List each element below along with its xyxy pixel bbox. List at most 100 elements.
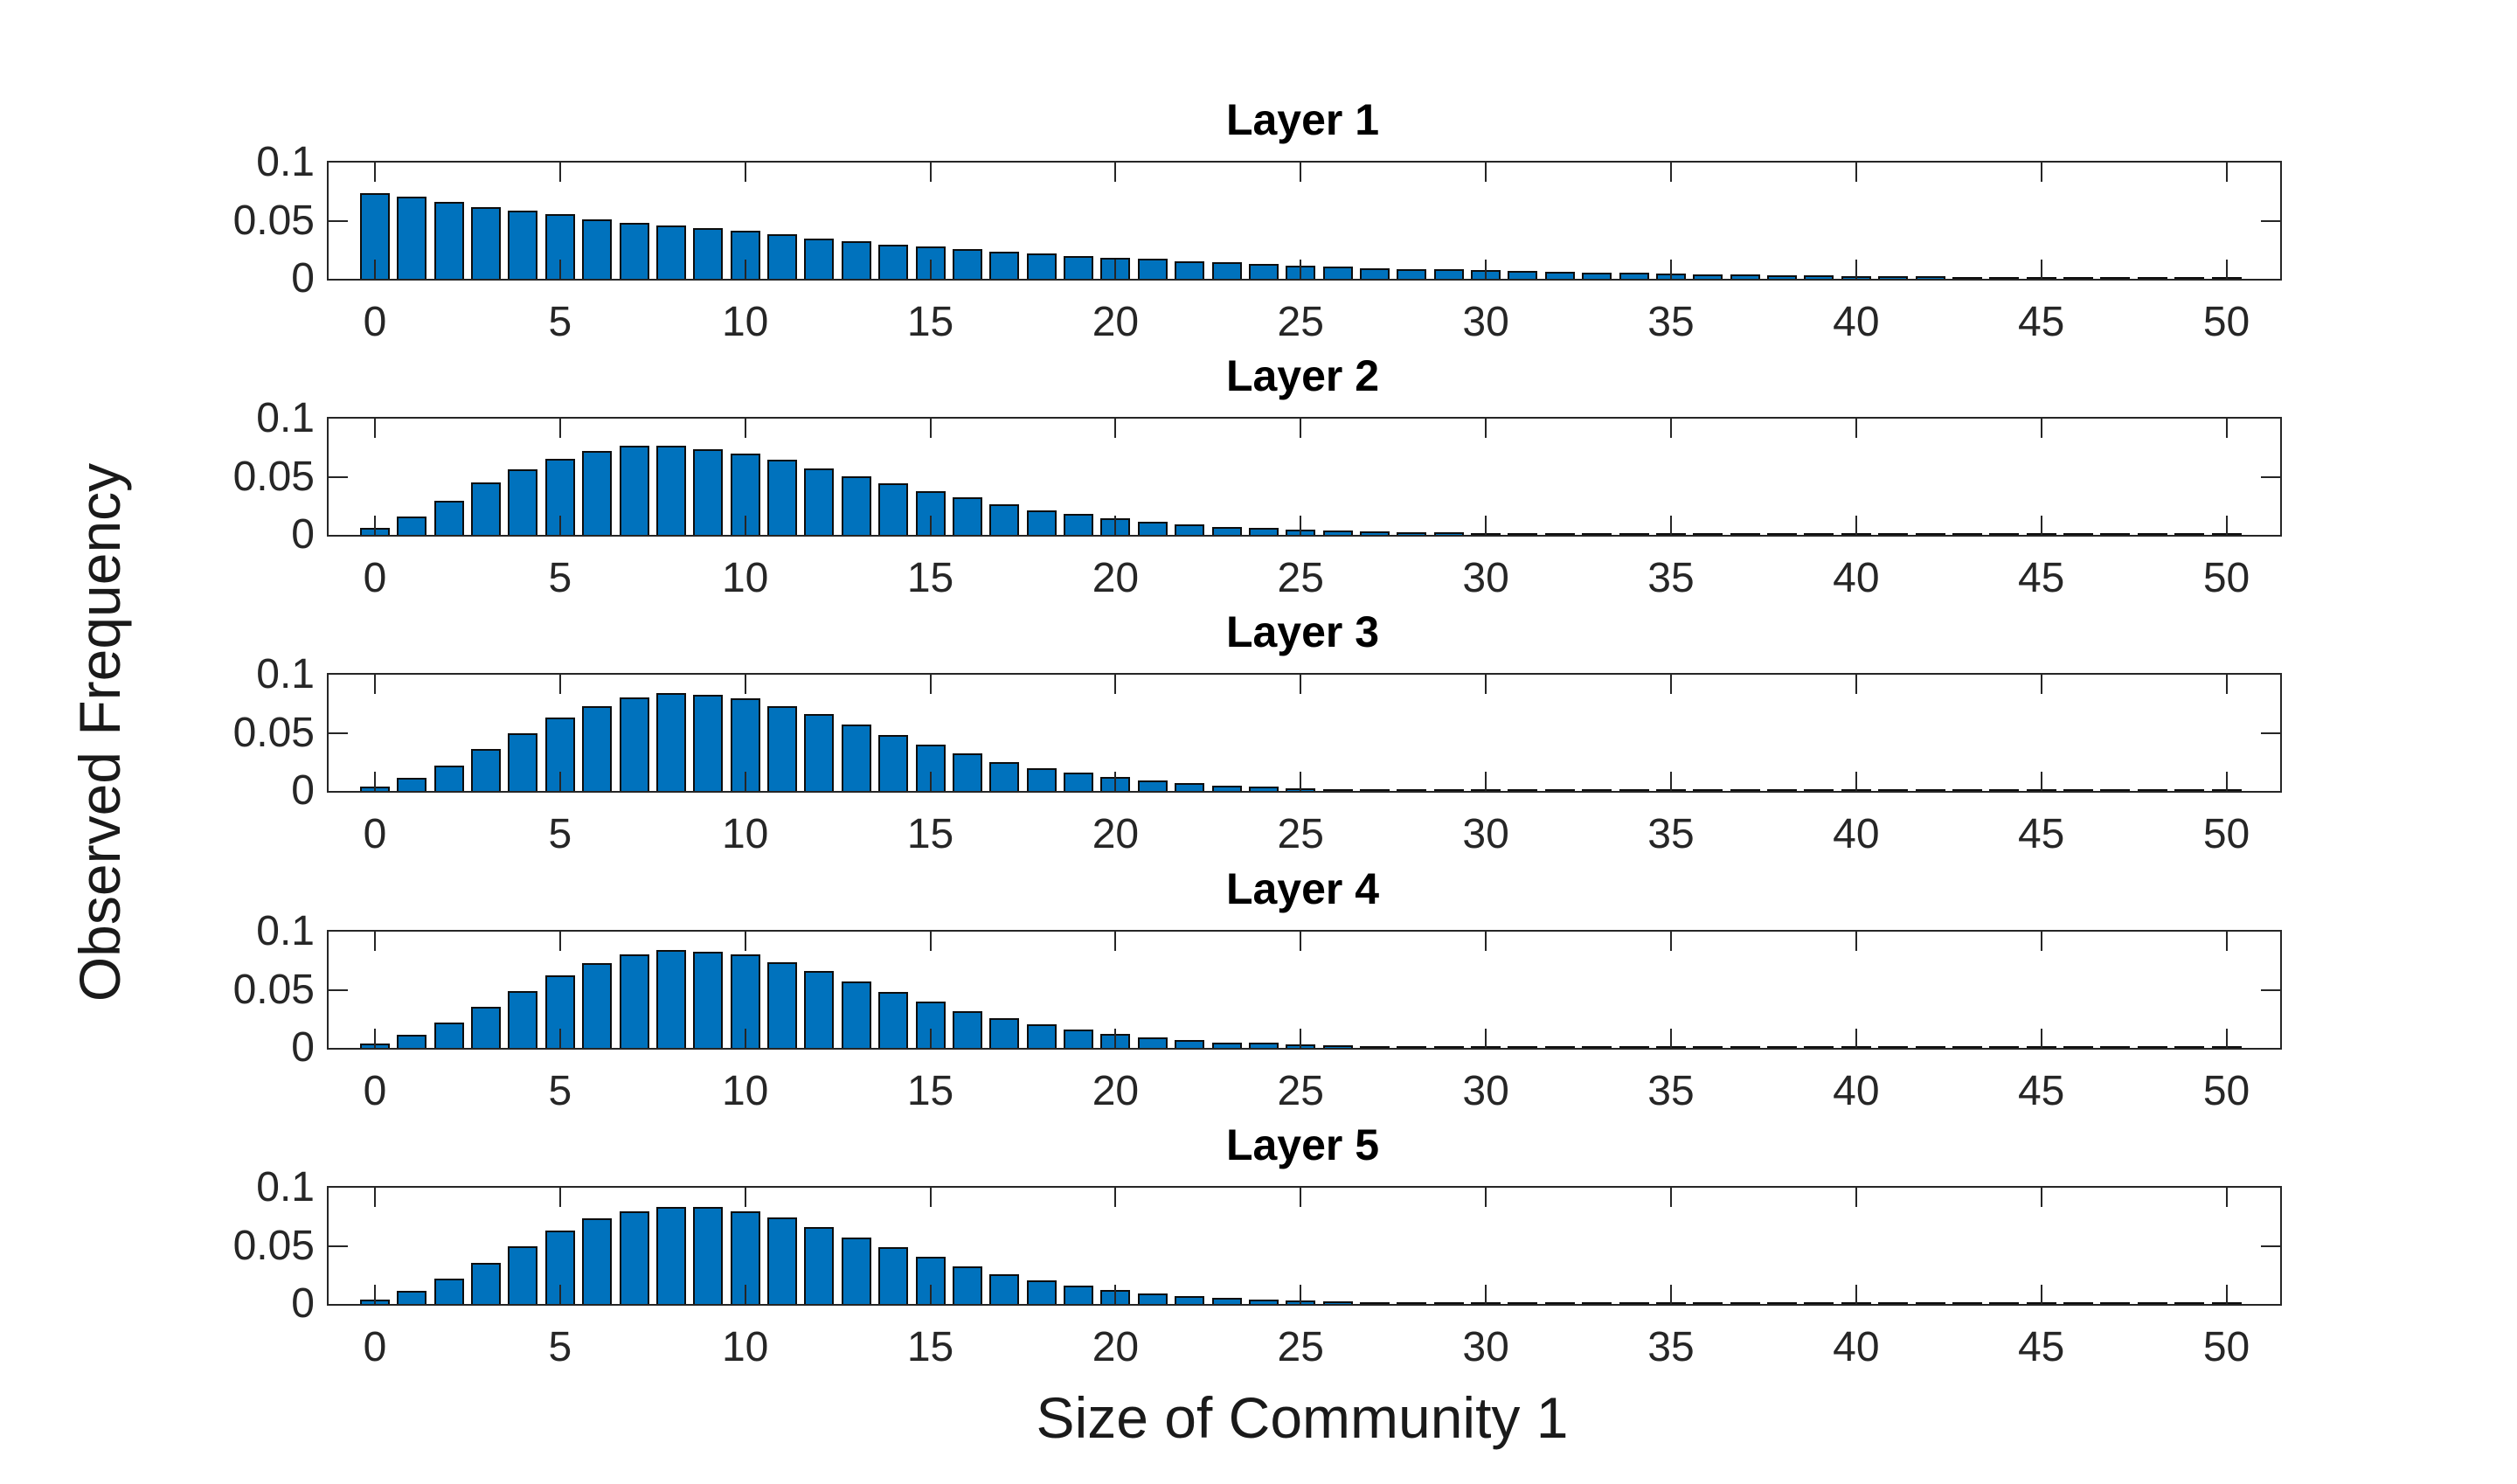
x-tick-mark <box>1855 1285 1857 1304</box>
x-tick-mark-top <box>1669 163 1672 182</box>
x-tick-mark <box>744 260 746 279</box>
x-tick-mark <box>373 516 376 535</box>
bar <box>1693 789 1723 791</box>
bar <box>952 249 982 279</box>
bar <box>952 1266 982 1304</box>
bar <box>1137 780 1168 791</box>
bar <box>1730 1302 1760 1304</box>
x-tick-mark <box>1855 516 1857 535</box>
x-tick-mark <box>1485 1285 1487 1304</box>
bar <box>2100 1046 2131 1048</box>
bar <box>619 697 649 791</box>
y-tick-mark-right <box>2261 732 2280 734</box>
x-tick-mark <box>1485 516 1487 535</box>
plot-area <box>327 417 2282 537</box>
x-tick-mark-top <box>1669 932 1672 951</box>
x-tick-mark-top <box>1300 419 1302 438</box>
bar <box>1433 532 1464 535</box>
plot-area <box>327 930 2282 1050</box>
bar <box>1064 1030 1094 1048</box>
x-tick-mark <box>558 260 561 279</box>
x-tick-mark <box>744 1285 746 1304</box>
x-tick-label: 45 <box>2017 1068 2065 1114</box>
x-tick-mark-top <box>2225 932 2228 951</box>
x-tick-label: 15 <box>906 1324 954 1370</box>
x-tick-mark-top <box>1855 163 1857 182</box>
bar <box>1544 271 1575 279</box>
x-tick-label: 40 <box>1833 555 1880 601</box>
bar <box>1989 789 2020 791</box>
x-tick-mark <box>558 1285 561 1304</box>
x-tick-mark <box>2225 1285 2228 1304</box>
x-tick-mark-top <box>558 163 561 182</box>
bar <box>1544 789 1575 791</box>
bar <box>1989 1302 2020 1304</box>
bar <box>582 1217 613 1304</box>
x-tick-mark-top <box>373 675 376 694</box>
x-tick-mark-top <box>1669 1188 1672 1207</box>
y-tick-label: 0.05 <box>232 197 315 244</box>
bar <box>1804 1302 1834 1304</box>
bar <box>1397 268 1427 279</box>
x-tick-label: 45 <box>2017 299 2065 345</box>
x-tick-mark <box>1855 260 1857 279</box>
bar <box>1508 789 1538 791</box>
x-tick-mark <box>744 516 746 535</box>
bar <box>878 1246 909 1304</box>
bar <box>1730 274 1760 279</box>
bar <box>1878 276 1909 279</box>
x-tick-mark-top <box>373 1188 376 1207</box>
bar <box>1360 267 1390 279</box>
bar <box>1248 787 1279 791</box>
bar <box>693 695 724 791</box>
x-tick-label: 5 <box>548 811 572 857</box>
bar <box>2174 1302 2205 1304</box>
x-tick-mark-top <box>744 932 746 951</box>
x-tick-label: 25 <box>1277 811 1324 857</box>
bar <box>1508 271 1538 279</box>
x-tick-label: 35 <box>1647 811 1695 857</box>
x-tick-label: 25 <box>1277 1068 1324 1114</box>
x-tick-mark <box>1114 260 1117 279</box>
bar <box>2174 1046 2205 1048</box>
bar <box>1915 789 1945 791</box>
x-tick-mark <box>744 772 746 791</box>
x-tick-label: 30 <box>1462 1068 1509 1114</box>
x-tick-mark-top <box>1114 675 1117 694</box>
bar <box>1544 533 1575 535</box>
x-tick-label: 0 <box>363 299 387 345</box>
bar <box>1693 274 1723 279</box>
bar <box>1211 261 1242 279</box>
bar <box>397 1035 427 1048</box>
x-tick-mark-top <box>558 675 561 694</box>
bar <box>1767 1046 1798 1048</box>
x-tick-mark-top <box>1855 1188 1857 1207</box>
bar <box>1397 789 1427 791</box>
bar <box>655 950 686 1048</box>
x-tick-label: 40 <box>1833 299 1880 345</box>
bar <box>619 223 649 279</box>
bar <box>1360 1046 1390 1048</box>
x-tick-mark <box>1485 772 1487 791</box>
bar <box>1397 1046 1427 1048</box>
bar <box>1693 533 1723 535</box>
x-tick-mark-top <box>1669 675 1672 694</box>
bar <box>2063 789 2094 791</box>
bar <box>767 234 798 279</box>
bar <box>2137 1046 2167 1048</box>
x-tick-mark-top <box>2225 1188 2228 1207</box>
x-tick-mark <box>2225 1029 2228 1048</box>
bar <box>1137 1037 1168 1048</box>
bar <box>2100 789 2131 791</box>
bar <box>1137 1293 1168 1304</box>
x-tick-label: 15 <box>906 299 954 345</box>
subplot-title: Layer 1 <box>1225 95 1380 144</box>
x-tick-label: 45 <box>2017 555 2065 601</box>
x-tick-label: 45 <box>2017 1324 2065 1370</box>
x-tick-label: 20 <box>1092 555 1140 601</box>
x-tick-label: 10 <box>721 1324 769 1370</box>
x-tick-label: 30 <box>1462 1324 1509 1370</box>
x-tick-label: 10 <box>721 299 769 345</box>
bar <box>1767 789 1798 791</box>
bar <box>1915 276 1945 279</box>
